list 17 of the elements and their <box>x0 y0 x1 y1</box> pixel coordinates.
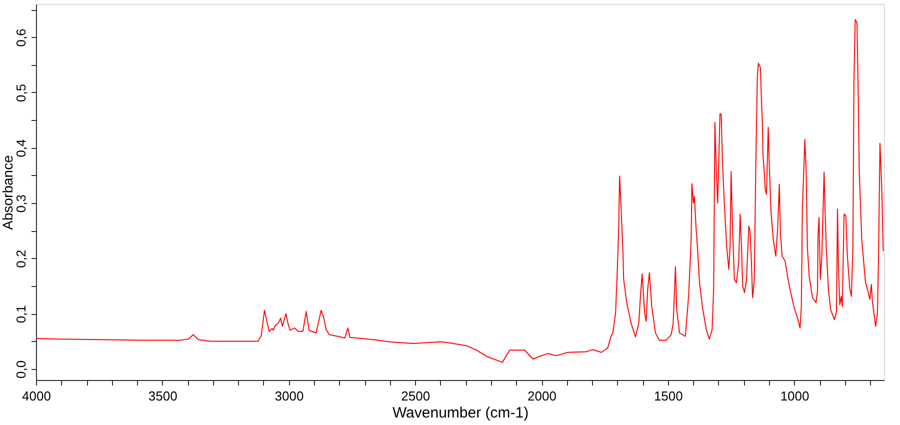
x-tick-label: 1500 <box>654 388 683 404</box>
x-tick-label: 3500 <box>148 388 178 404</box>
x-tick-label: 3000 <box>274 388 304 404</box>
y-tick-label: 0,2 <box>14 250 28 268</box>
y-tick-label: 0,1 <box>14 305 28 324</box>
y-tick-label: 0,4 <box>14 139 28 158</box>
y-tick-label: 0,3 <box>14 194 28 213</box>
x-tick-label: 2000 <box>528 388 556 404</box>
x-tick-label: 2500 <box>401 388 430 404</box>
x-tick-label: 4000 <box>22 388 51 404</box>
y-tick-label: 0,0 <box>14 360 28 378</box>
y-axis-title: Absorbance <box>0 154 16 230</box>
x-axis-title: Wavenumber (cm-1) <box>392 404 529 422</box>
y-tick-label: 0,5 <box>14 84 28 102</box>
x-tick-label: 1000 <box>780 388 810 404</box>
y-tick-label: 0,6 <box>14 28 28 47</box>
line-series <box>36 18 884 363</box>
